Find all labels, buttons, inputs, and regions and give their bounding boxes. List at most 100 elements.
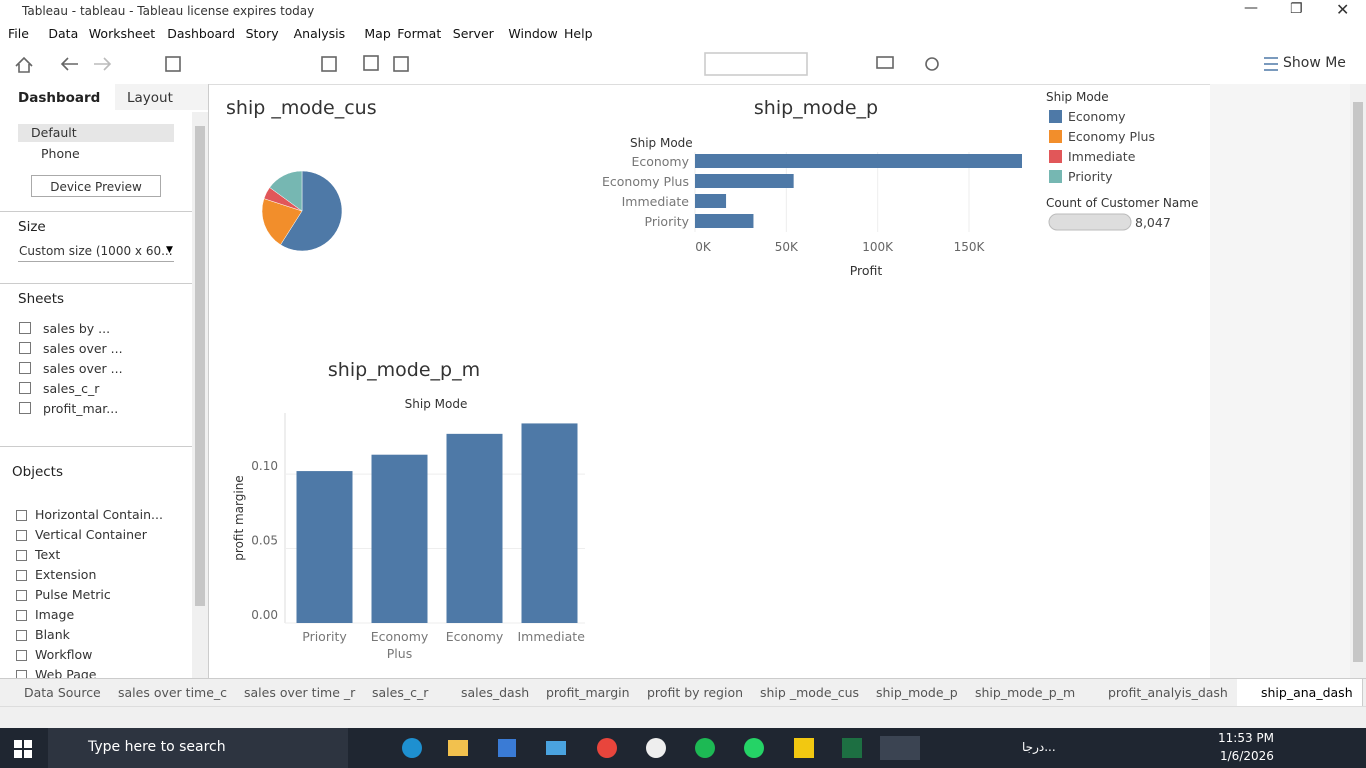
object-item[interactable]: Pulse Metric xyxy=(35,587,111,602)
menu-item[interactable]: File xyxy=(8,26,29,41)
sheet-tab[interactable]: profit_analyis_dash xyxy=(1084,679,1238,706)
menu-item[interactable]: Help xyxy=(564,26,593,41)
tab-dashboard[interactable]: Dashboard xyxy=(0,84,115,112)
sheet-tab[interactable]: Data Source xyxy=(0,679,111,706)
sheet-tab[interactable]: ship_ana_dash xyxy=(1237,679,1363,706)
clear-icon[interactable] xyxy=(393,56,409,72)
duplicate-icon[interactable] xyxy=(363,55,379,71)
sheet-tab[interactable]: profit by region xyxy=(639,679,753,706)
legend-label: Priority xyxy=(1068,169,1113,184)
object-icon xyxy=(16,670,27,678)
y-tick-label: Immediate xyxy=(622,194,690,209)
device-phone[interactable]: Phone xyxy=(41,146,80,161)
menu-item[interactable]: Format xyxy=(397,26,442,41)
object-item[interactable]: Image xyxy=(35,607,75,622)
menu-item[interactable]: Story xyxy=(245,26,279,41)
x-tick-label: Economy xyxy=(445,629,504,644)
fit-dropdown[interactable] xyxy=(704,52,808,76)
scroll-thumb[interactable] xyxy=(195,126,205,606)
sheet-icon xyxy=(19,322,31,334)
search-box[interactable]: Type here to search xyxy=(48,728,348,768)
tab-label: profit_margin xyxy=(546,685,630,700)
size-value: Custom size (1000 x 60... xyxy=(19,244,173,258)
menu-item[interactable]: Analysis xyxy=(293,26,346,41)
chart-title: ship _mode_cus xyxy=(226,97,377,119)
close[interactable]: ✕ xyxy=(1336,0,1350,19)
object-item[interactable]: Web Page xyxy=(35,667,97,678)
sheet-item[interactable]: profit_mar... xyxy=(43,401,119,416)
sheet-icon xyxy=(19,402,31,414)
menu-item[interactable]: Map xyxy=(364,26,391,41)
object-item[interactable]: Text xyxy=(35,547,61,562)
bar xyxy=(446,433,503,623)
column-header: Ship Mode xyxy=(405,397,468,411)
sheet-tab[interactable]: ship_mode_p xyxy=(868,679,968,706)
chart-title: ship_mode_p_m xyxy=(328,359,480,381)
sheet-item[interactable]: sales_c_r xyxy=(43,381,100,396)
object-item[interactable]: Horizontal Contain... xyxy=(35,507,163,522)
show-me-icon[interactable] xyxy=(1264,57,1278,71)
taskbar: Type here to search درجا... 11:53 PM 1/6… xyxy=(0,728,1366,768)
divider xyxy=(0,283,192,284)
restore[interactable]: ❐ xyxy=(1290,1,1303,17)
menu-item[interactable]: Window xyxy=(508,26,558,41)
scrollbar[interactable] xyxy=(192,112,208,678)
sheet-tab[interactable]: ship_mode_p_m xyxy=(967,679,1085,706)
sheet-tab[interactable]: sales_c_r xyxy=(364,679,438,706)
y-tick-label: 0.05 xyxy=(251,534,278,548)
tab-label: sales_dash xyxy=(461,685,530,700)
show-me[interactable]: Show Me xyxy=(1283,55,1346,71)
sheet-icon xyxy=(19,342,31,354)
menu-item[interactable]: Data xyxy=(48,26,79,41)
object-item[interactable]: Blank xyxy=(35,627,70,642)
share-icon[interactable] xyxy=(925,57,939,71)
x-tick-label: 50K xyxy=(775,240,799,254)
size-heading: Size xyxy=(18,219,46,235)
tab-label: ship _mode_cus xyxy=(760,685,860,700)
object-item[interactable]: Workflow xyxy=(35,647,93,662)
bar xyxy=(296,471,353,623)
sheet-item[interactable]: sales over ... xyxy=(43,341,123,356)
object-icon xyxy=(16,550,27,561)
start-button[interactable] xyxy=(14,740,32,758)
sheet-tab[interactable]: sales over time _r xyxy=(236,679,365,706)
bar xyxy=(695,214,754,228)
home-icon[interactable] xyxy=(15,56,33,73)
size-legend-label: 8,047 xyxy=(1135,215,1171,230)
object-item[interactable]: Extension xyxy=(35,567,97,582)
x-tick-label: Priority xyxy=(302,629,347,644)
sheet-tab[interactable]: profit_margin xyxy=(538,679,640,706)
tab-layout[interactable]: Layout xyxy=(115,84,208,110)
menu-bar: File Data Worksheet Dashboard Story Analysis M… xyxy=(0,22,1366,44)
title-bar: Tableau - tableau - Tableau license expi… xyxy=(0,0,1366,22)
object-item[interactable]: Vertical Container xyxy=(35,527,147,542)
scroll-thumb[interactable] xyxy=(1353,102,1363,662)
device-default[interactable]: Default xyxy=(18,124,174,142)
tab-label: sales over time _r xyxy=(244,685,356,700)
new-sheet-icon[interactable] xyxy=(321,56,337,72)
sheet-tab[interactable]: ship _mode_cus xyxy=(752,679,869,706)
menu-item[interactable]: Worksheet xyxy=(88,26,156,41)
y-tick-label: 0.00 xyxy=(251,608,278,622)
sheet-item[interactable]: sales over ... xyxy=(43,361,123,376)
object-icon xyxy=(16,570,27,581)
undo-icon[interactable] xyxy=(60,57,78,71)
sheet-tab[interactable]: sales_dash xyxy=(437,679,539,706)
chart-title: ship_mode_p xyxy=(754,97,878,119)
object-icon xyxy=(16,630,27,641)
save-icon[interactable] xyxy=(165,56,181,72)
scrollbar[interactable] xyxy=(1350,84,1366,678)
presentation-icon[interactable] xyxy=(876,56,894,69)
x-axis-title: Profit xyxy=(850,263,883,278)
menu-item[interactable]: Dashboard xyxy=(167,26,236,41)
device-preview-button[interactable]: Device Preview xyxy=(31,175,161,197)
sheet-icon xyxy=(19,362,31,374)
menu-item[interactable]: Server xyxy=(452,26,494,41)
size-dropdown[interactable]: Custom size (1000 x 60... ▼ xyxy=(18,243,174,262)
redo-icon[interactable] xyxy=(94,57,112,71)
search-placeholder: Type here to search xyxy=(88,739,226,755)
object-icon xyxy=(16,510,27,521)
sheet-item[interactable]: sales by ... xyxy=(43,321,111,336)
minimize[interactable]: — xyxy=(1244,0,1258,16)
sheet-tab[interactable]: sales over time_c xyxy=(110,679,237,706)
